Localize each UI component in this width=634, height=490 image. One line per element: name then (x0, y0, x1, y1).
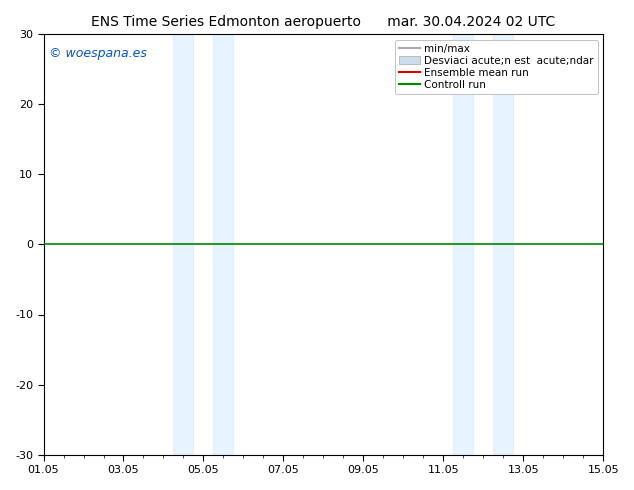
Bar (493, 34, 514, 455)
Bar (174, 34, 193, 455)
Legend: min/max, Desviaci acute;n est  acute;ndar, Ensemble mean run, Controll run: min/max, Desviaci acute;n est acute;ndar… (395, 40, 598, 94)
Bar (453, 34, 473, 455)
Bar (214, 34, 233, 455)
Title: ENS Time Series Edmonton aeropuerto      mar. 30.04.2024 02 UTC: ENS Time Series Edmonton aeropuerto mar.… (91, 15, 555, 29)
Text: © woespana.es: © woespana.es (49, 47, 147, 60)
